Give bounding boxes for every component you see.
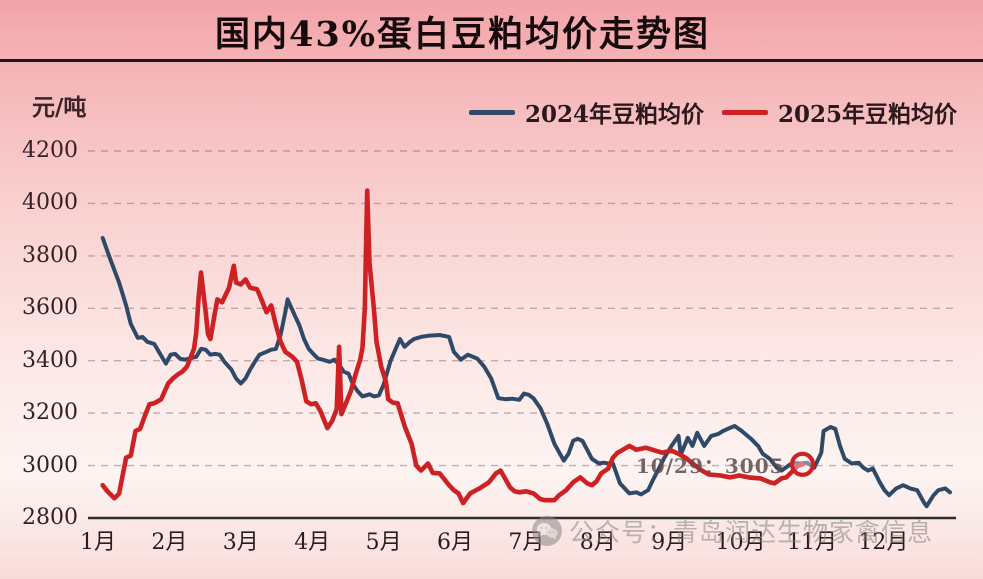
latest-price-annotation: 10/29：3005: [635, 454, 785, 479]
legend: 2024年豆粕均价 2025年豆粕均价: [468, 95, 957, 129]
latest-price-marker: [789, 451, 816, 477]
title-divider: [0, 59, 983, 62]
y-tick-label: 3600: [22, 295, 78, 321]
x-tick-label: 12月: [858, 530, 909, 555]
x-tick-label: 4月: [294, 530, 331, 555]
y-tick-label: 3800: [22, 242, 78, 268]
x-tick-label: 6月: [437, 530, 473, 555]
y-tick-label: 4000: [22, 190, 78, 216]
y-tick-label: 3000: [22, 452, 78, 478]
watermark-text: 公众号：青岛润达生物家禽信息: [569, 519, 934, 547]
x-tick-label: 5月: [365, 530, 402, 555]
y-tick-label: 2800: [22, 505, 78, 530]
x-tick-label: 2月: [151, 530, 188, 555]
x-tick-label: 10月: [715, 530, 766, 555]
watermark: 公众号：青岛润达生物家禽信息: [532, 513, 933, 549]
wechat-icon: [532, 516, 562, 546]
x-tick-label: 3月: [222, 530, 259, 555]
legend-line-2024: [468, 109, 515, 115]
x-tick-label: 1月: [80, 530, 116, 555]
legend-item-2025: 2025年豆粕均价: [721, 95, 957, 129]
legend-label-2025: 2025年豆粕均价: [777, 101, 957, 128]
chart-title: 国内43%蛋白豆粕均价走势图: [215, 14, 710, 55]
y-tick-label: 4200: [22, 138, 78, 163]
legend-item-2024: 2024年豆粕均价: [468, 95, 704, 129]
y-axis-unit-label: 元/吨: [32, 94, 87, 121]
y-tick-label: 3400: [22, 347, 78, 373]
y-tick-label: 3200: [22, 400, 78, 426]
series-line-2025: [100, 188, 805, 506]
legend-label-2024: 2024年豆粕均价: [524, 101, 704, 128]
x-tick-label: 11月: [787, 530, 837, 555]
x-tick-label: 9月: [651, 530, 688, 555]
x-tick-label: 8月: [579, 530, 616, 555]
legend-line-2025: [721, 109, 768, 115]
